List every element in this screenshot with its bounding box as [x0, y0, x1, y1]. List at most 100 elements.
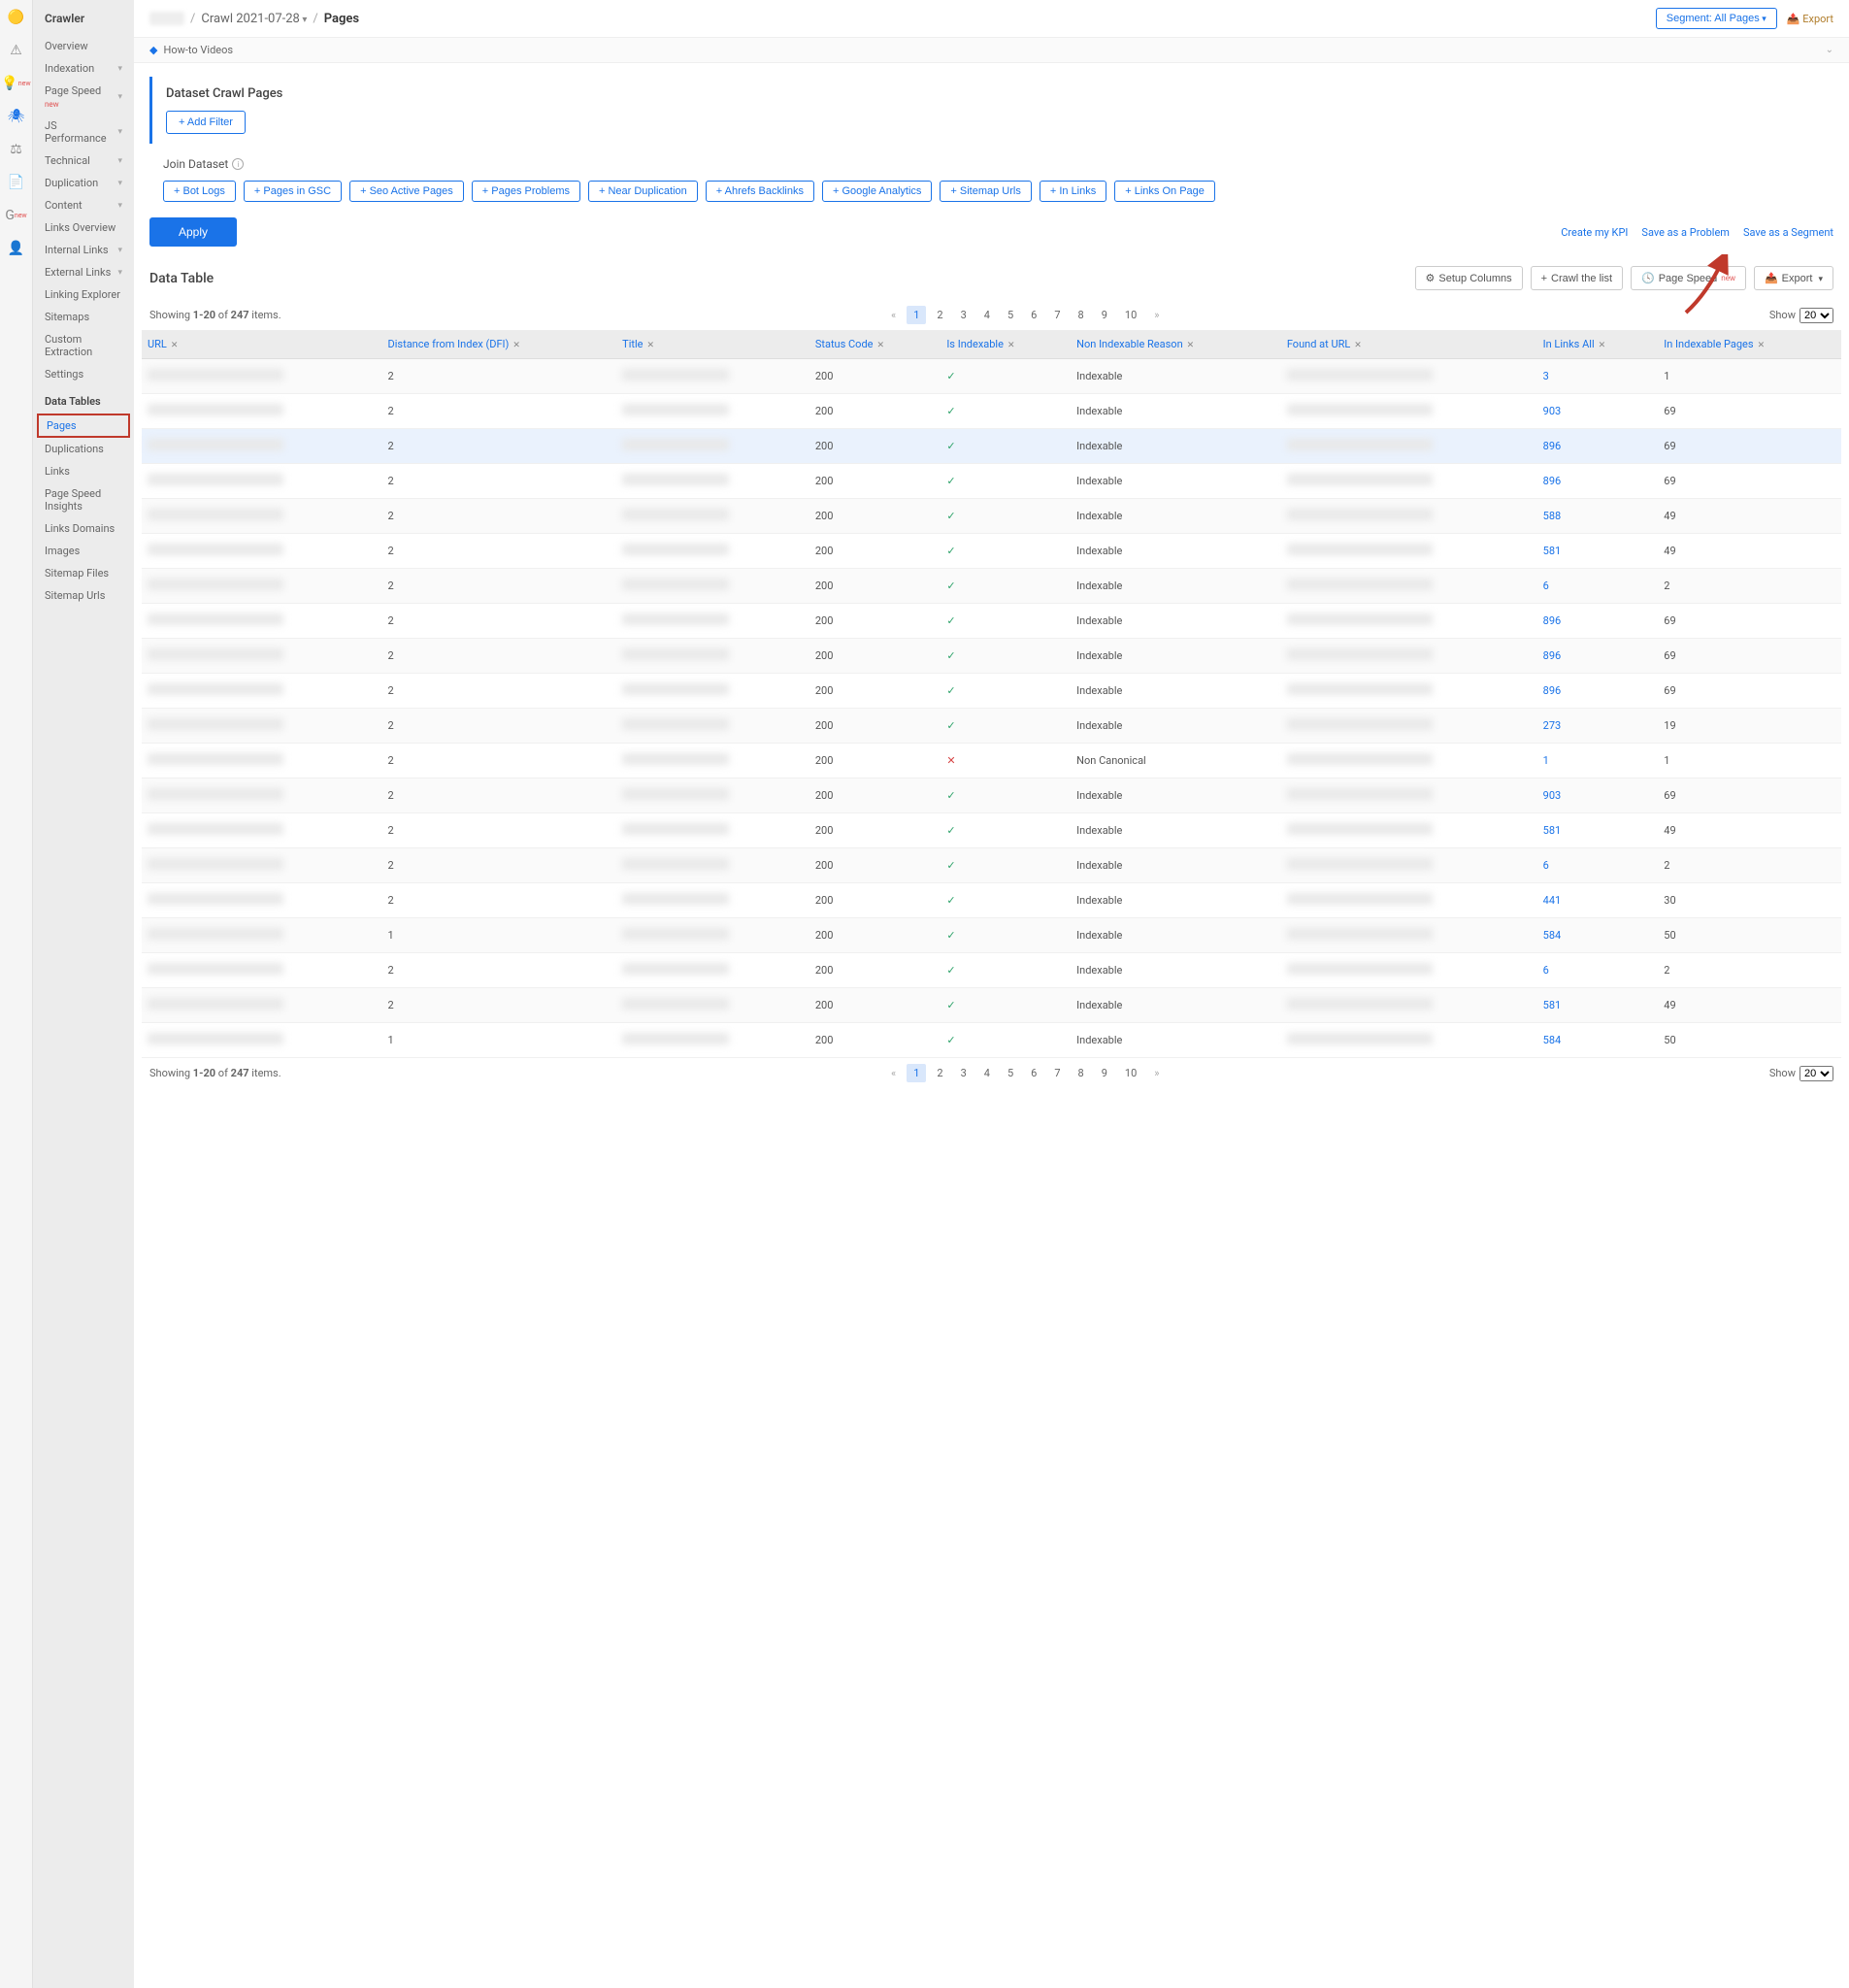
- pager-page-4[interactable]: 4: [977, 306, 997, 324]
- pager-page-9[interactable]: 9: [1095, 306, 1114, 324]
- join-chip-seo-active-pages[interactable]: + Seo Active Pages: [349, 181, 464, 202]
- pager-page-7[interactable]: 7: [1047, 1064, 1067, 1082]
- table-row[interactable]: 2 200 ✓ Indexable 896 69: [142, 429, 1841, 464]
- link-save-as-a-segment[interactable]: Save as a Segment: [1743, 226, 1833, 239]
- pager-page-2[interactable]: 2: [930, 306, 949, 324]
- join-chip-google-analytics[interactable]: + Google Analytics: [822, 181, 932, 202]
- table-row[interactable]: 2 200 ✓ Indexable 896 69: [142, 674, 1841, 709]
- sidebar-item-overview[interactable]: Overview: [33, 35, 134, 57]
- remove-col-icon[interactable]: ✕: [1354, 341, 1362, 350]
- join-chip-sitemap-urls[interactable]: + Sitemap Urls: [940, 181, 1031, 202]
- col-status-code[interactable]: Status Code✕: [809, 330, 941, 359]
- person-icon[interactable]: 👤: [7, 239, 26, 258]
- join-chip-ahrefs-backlinks[interactable]: + Ahrefs Backlinks: [706, 181, 814, 202]
- link-create-my-kpi[interactable]: Create my KPI: [1561, 226, 1628, 239]
- pager-page-1[interactable]: 1: [907, 306, 926, 324]
- remove-col-icon[interactable]: ✕: [1758, 341, 1766, 350]
- sidebar-item-internal-links[interactable]: Internal Links▾: [33, 239, 134, 261]
- scale-icon[interactable]: ⚖: [7, 140, 26, 159]
- expand-icon[interactable]: ⌄: [1826, 45, 1833, 55]
- warning-icon[interactable]: ⚠: [7, 41, 26, 60]
- col-in-indexable-pages[interactable]: In Indexable Pages✕: [1658, 330, 1841, 359]
- crawl-list-button[interactable]: + Crawl the list: [1531, 266, 1623, 290]
- logo-icon[interactable]: 🟡: [7, 8, 26, 27]
- export-link-top[interactable]: 📤 Export: [1787, 13, 1833, 25]
- table-row[interactable]: 2 200 ✓ Indexable 896 69: [142, 604, 1841, 639]
- table-row[interactable]: 2 200 ✓ Indexable 903 69: [142, 394, 1841, 429]
- g-icon[interactable]: Gnew: [7, 206, 26, 225]
- pager-page-8[interactable]: 8: [1072, 306, 1091, 324]
- sidebar-item-page-speed[interactable]: Page Speed new▾: [33, 80, 134, 115]
- pager-page-1[interactable]: 1: [907, 1064, 926, 1082]
- join-chip-bot-logs[interactable]: + Bot Logs: [163, 181, 236, 202]
- table-row[interactable]: 2 200 ✓ Indexable 896 69: [142, 464, 1841, 499]
- show-select[interactable]: 20: [1799, 308, 1833, 323]
- sidebar-item-content[interactable]: Content▾: [33, 194, 134, 216]
- join-chip-links-on-page[interactable]: + Links On Page: [1114, 181, 1215, 202]
- pager-page-3[interactable]: 3: [954, 1064, 974, 1082]
- table-row[interactable]: 2 200 ✓ Indexable 6 2: [142, 953, 1841, 988]
- remove-col-icon[interactable]: ✕: [1187, 341, 1195, 350]
- pager-page-10[interactable]: 10: [1118, 306, 1143, 324]
- pager-prev[interactable]: «: [884, 306, 903, 324]
- table-row[interactable]: 2 200 ✕ Non Canonical 1 1: [142, 744, 1841, 779]
- table-row[interactable]: 2 200 ✓ Indexable 3 1: [142, 359, 1841, 394]
- pager-page-4[interactable]: 4: [977, 1064, 997, 1082]
- pager-next[interactable]: »: [1147, 306, 1166, 324]
- table-row[interactable]: 2 200 ✓ Indexable 441 30: [142, 883, 1841, 918]
- join-chip-pages-problems[interactable]: + Pages Problems: [472, 181, 580, 202]
- table-row[interactable]: 2 200 ✓ Indexable 6 2: [142, 848, 1841, 883]
- info-icon[interactable]: i: [232, 158, 244, 170]
- doc-icon[interactable]: 📄: [7, 173, 26, 192]
- table-row[interactable]: 2 200 ✓ Indexable 6 2: [142, 569, 1841, 604]
- apply-button[interactable]: Apply: [149, 217, 237, 247]
- sidebar-table-pages[interactable]: Pages: [37, 414, 130, 438]
- table-row[interactable]: 2 200 ✓ Indexable 903 69: [142, 779, 1841, 813]
- setup-columns-button[interactable]: ⚙ Setup Columns: [1415, 266, 1523, 290]
- table-row[interactable]: 2 200 ✓ Indexable 896 69: [142, 639, 1841, 674]
- sidebar-item-external-links[interactable]: External Links▾: [33, 261, 134, 283]
- col-in-links-all[interactable]: In Links All✕: [1537, 330, 1659, 359]
- remove-col-icon[interactable]: ✕: [876, 341, 884, 350]
- pager-prev[interactable]: «: [884, 1064, 903, 1082]
- sidebar-item-indexation[interactable]: Indexation▾: [33, 57, 134, 80]
- col-non-indexable-reason[interactable]: Non Indexable Reason✕: [1071, 330, 1281, 359]
- col-is-indexable[interactable]: Is Indexable✕: [941, 330, 1071, 359]
- pager-page-6[interactable]: 6: [1024, 306, 1043, 324]
- sidebar-table-links-domains[interactable]: Links Domains: [33, 517, 134, 540]
- remove-col-icon[interactable]: ✕: [512, 341, 520, 350]
- table-row[interactable]: 2 200 ✓ Indexable 273 19: [142, 709, 1841, 744]
- spider-icon[interactable]: 🕷: [7, 107, 26, 126]
- sidebar-item-duplication[interactable]: Duplication▾: [33, 172, 134, 194]
- join-chip-pages-in-gsc[interactable]: + Pages in GSC: [244, 181, 342, 202]
- segment-button[interactable]: Segment: All Pages: [1656, 8, 1777, 29]
- remove-col-icon[interactable]: ✕: [171, 341, 179, 350]
- pager-page-6[interactable]: 6: [1024, 1064, 1043, 1082]
- pager-page-8[interactable]: 8: [1072, 1064, 1091, 1082]
- pager-page-5[interactable]: 5: [1001, 1064, 1020, 1082]
- join-chip-near-duplication[interactable]: + Near Duplication: [588, 181, 698, 202]
- sidebar-table-duplications[interactable]: Duplications: [33, 438, 134, 460]
- sidebar-table-images[interactable]: Images: [33, 540, 134, 562]
- col-found-at-url[interactable]: Found at URL✕: [1281, 330, 1537, 359]
- sidebar-item-js-performance[interactable]: JS Performance▾: [33, 115, 134, 149]
- table-row[interactable]: 2 200 ✓ Indexable 581 49: [142, 534, 1841, 569]
- table-row[interactable]: 2 200 ✓ Indexable 581 49: [142, 988, 1841, 1023]
- sidebar-table-sitemap-files[interactable]: Sitemap Files: [33, 562, 134, 584]
- col-title[interactable]: Title✕: [616, 330, 809, 359]
- export-button[interactable]: 📤 Export: [1754, 266, 1833, 290]
- sidebar-item-linking-explorer[interactable]: Linking Explorer: [33, 283, 134, 306]
- table-row[interactable]: 2 200 ✓ Indexable 581 49: [142, 813, 1841, 848]
- pager-page-5[interactable]: 5: [1001, 306, 1020, 324]
- bulb-icon[interactable]: 💡new: [7, 74, 26, 93]
- remove-col-icon[interactable]: ✕: [1007, 341, 1015, 350]
- pager-page-10[interactable]: 10: [1118, 1064, 1143, 1082]
- show-select-bottom[interactable]: 20: [1799, 1066, 1833, 1081]
- table-row[interactable]: 1 200 ✓ Indexable 584 50: [142, 918, 1841, 953]
- col-url[interactable]: URL✕: [142, 330, 382, 359]
- add-filter-button[interactable]: + Add Filter: [166, 111, 246, 134]
- pager-page-3[interactable]: 3: [954, 306, 974, 324]
- col-distance-from-index-dfi-[interactable]: Distance from Index (DFI)✕: [382, 330, 617, 359]
- howto-bar[interactable]: ◆ How-to Videos ⌄: [134, 38, 1849, 63]
- sidebar-table-sitemap-urls[interactable]: Sitemap Urls: [33, 584, 134, 607]
